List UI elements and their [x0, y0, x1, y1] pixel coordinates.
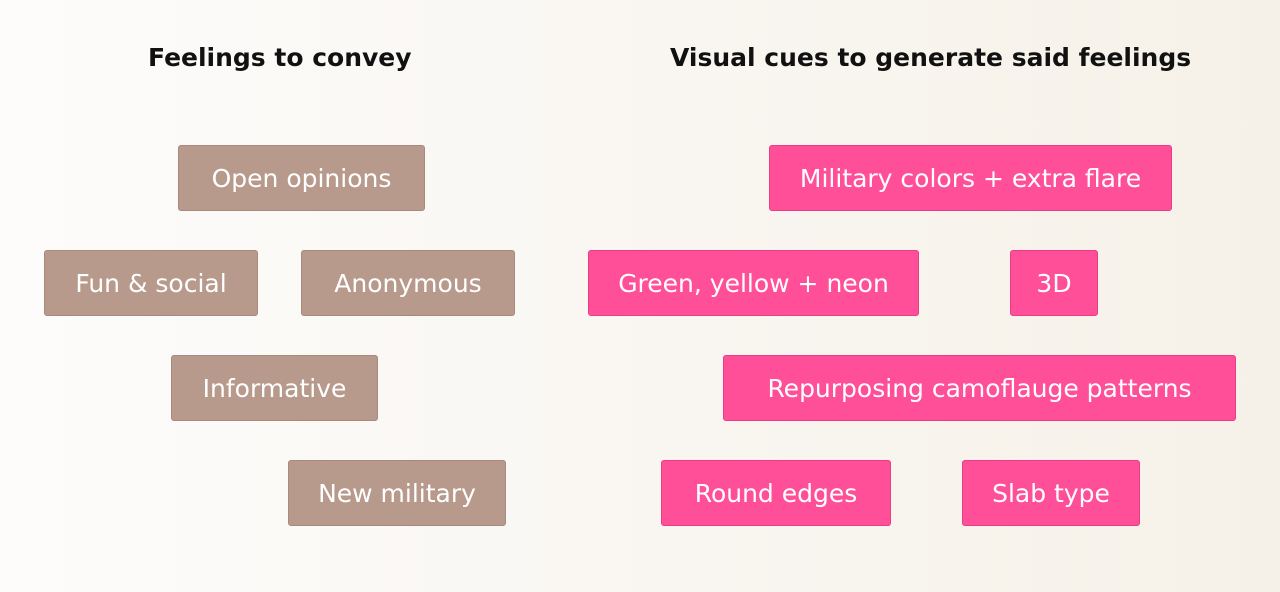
cue-chip-3d: 3D: [1010, 250, 1098, 316]
cue-chip-green-yellow-neon: Green, yellow + neon: [588, 250, 919, 316]
feelings-heading: Feelings to convey: [148, 43, 412, 72]
feeling-chip-informative: Informative: [171, 355, 378, 421]
cue-chip-military-colors: Military colors + extra flare: [769, 145, 1172, 211]
cue-chip-slab-type: Slab type: [962, 460, 1140, 526]
visual-cues-heading: Visual cues to generate said feelings: [670, 43, 1192, 72]
cue-chip-round-edges: Round edges: [661, 460, 891, 526]
feeling-chip-anonymous: Anonymous: [301, 250, 515, 316]
cue-chip-camouflage-patterns: Repurposing camoflauge patterns: [723, 355, 1236, 421]
feeling-chip-new-military: New military: [288, 460, 506, 526]
feeling-chip-open-opinions: Open opinions: [178, 145, 425, 211]
feeling-chip-fun-social: Fun & social: [44, 250, 258, 316]
